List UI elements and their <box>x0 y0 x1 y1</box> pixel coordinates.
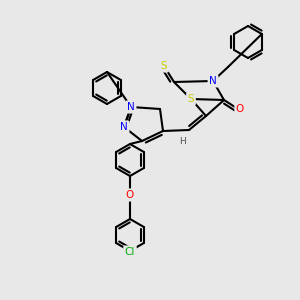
Text: S: S <box>188 94 194 104</box>
Text: Cl: Cl <box>125 247 135 257</box>
Text: S: S <box>161 61 167 71</box>
Text: H: H <box>180 137 186 146</box>
Text: N: N <box>127 102 135 112</box>
Text: O: O <box>236 104 244 114</box>
Text: O: O <box>126 190 134 200</box>
Text: N: N <box>120 122 128 132</box>
Text: N: N <box>209 76 217 86</box>
